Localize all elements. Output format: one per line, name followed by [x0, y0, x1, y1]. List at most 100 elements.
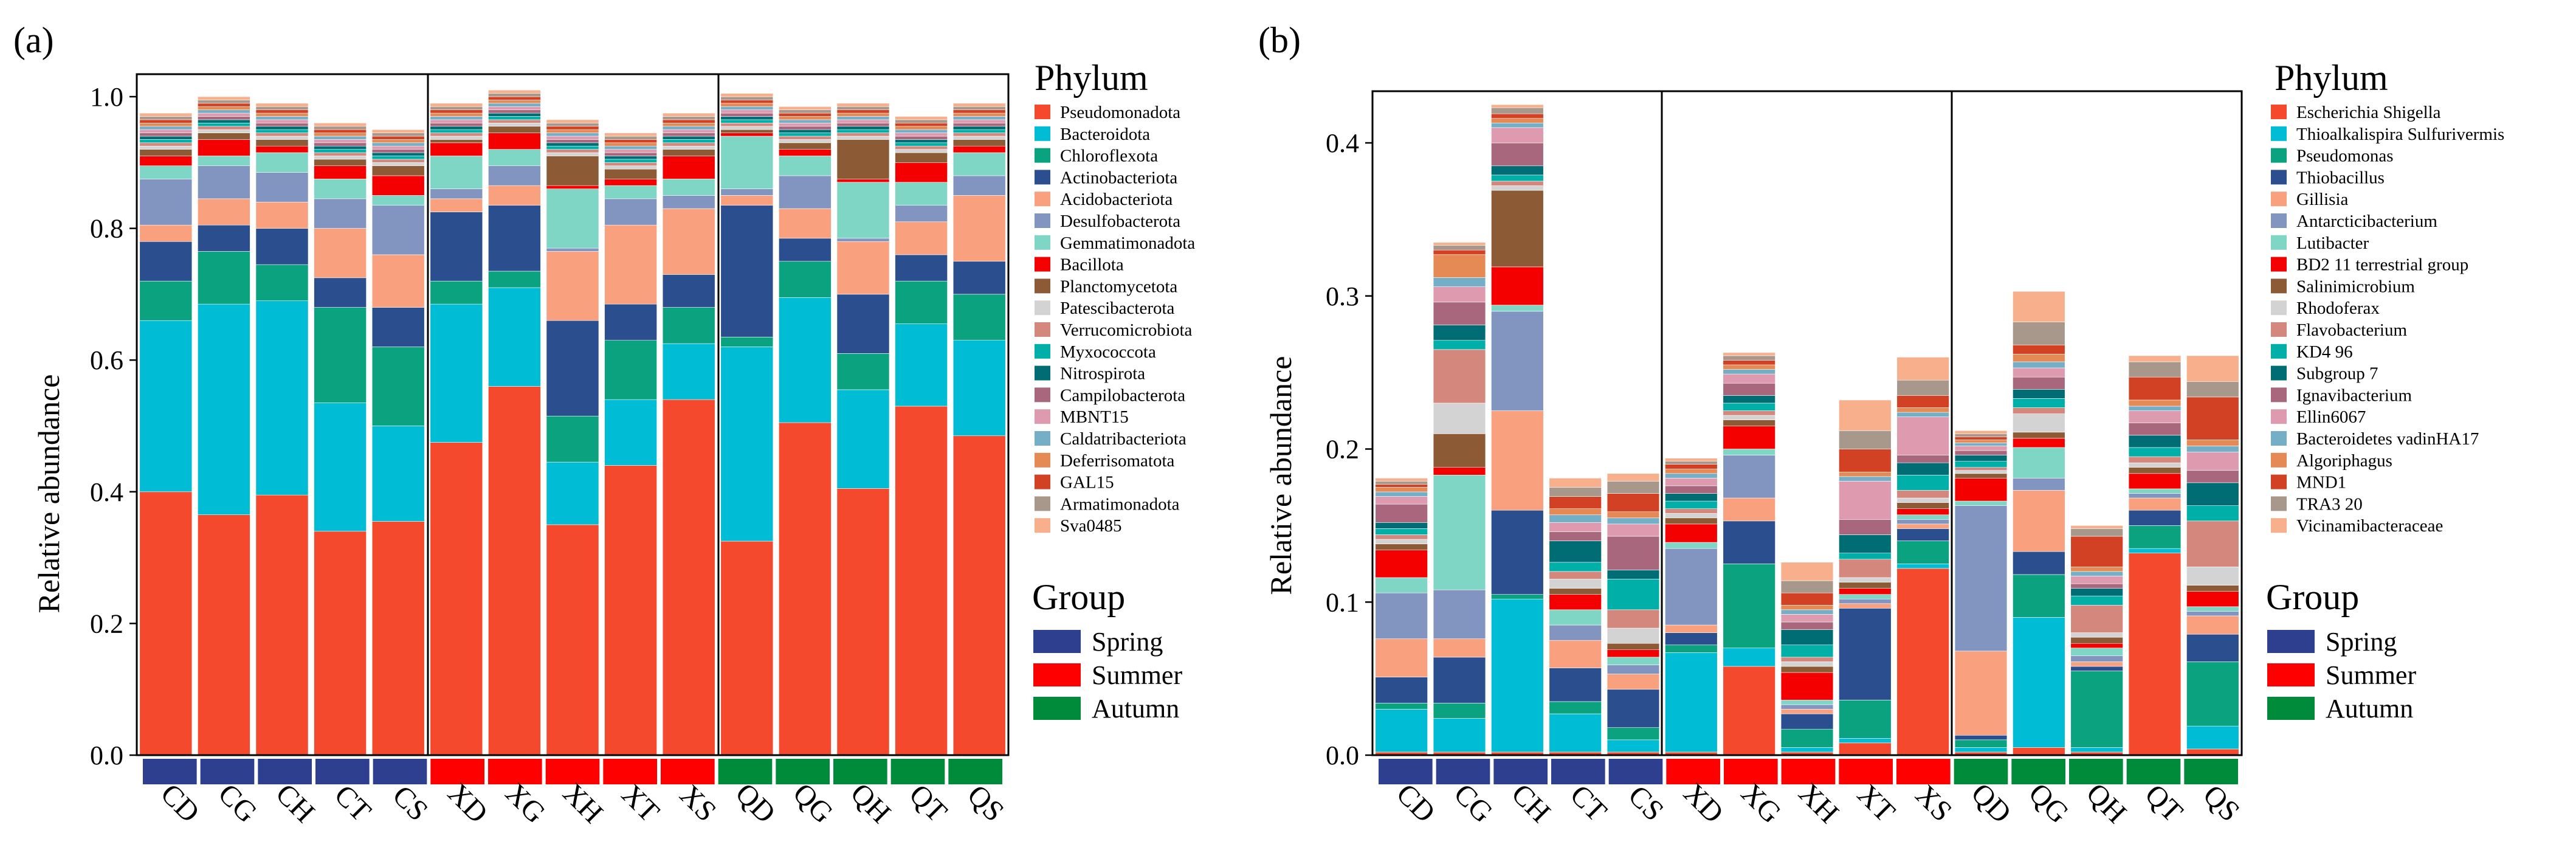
legend-label: Subgroup 7 [2296, 364, 2378, 384]
legend-swatch [2271, 322, 2287, 337]
bar-segment [255, 116, 309, 120]
bar-segment [1954, 434, 2008, 437]
bar-segment [430, 442, 483, 756]
legend-swatch [1035, 387, 1050, 403]
bar-segment [720, 336, 774, 347]
bar-segment [895, 323, 948, 407]
bar-segment [1723, 373, 1775, 384]
bar-segment [1433, 718, 1486, 753]
legend-swatch [2271, 431, 2287, 446]
group-strip-cell [1781, 759, 1836, 784]
bar-segment [2128, 525, 2182, 549]
bar-segment [488, 93, 541, 97]
panel-a-group-label-autumn: Autumn [1092, 694, 1179, 724]
bar-segment [1549, 571, 1602, 579]
bar-segment [546, 123, 599, 127]
bar-segment [314, 133, 367, 137]
bar-segment [1896, 455, 1949, 463]
bar-segment [1780, 592, 1834, 606]
bar-segment [1954, 455, 2008, 461]
bar-segment [1375, 534, 1428, 540]
bar-segment [1954, 500, 2008, 506]
legend-label: Flavobacterium [2296, 320, 2407, 340]
bar-segment [1954, 651, 2008, 736]
bar-segment [2070, 588, 2123, 596]
bar-segment [1723, 360, 1775, 365]
bar-segment [2186, 381, 2239, 398]
bar-segment [1896, 490, 1949, 499]
bar-segment [895, 254, 948, 282]
group-strip-cell [258, 759, 312, 784]
bar-segment [952, 139, 1006, 147]
panel-b-category-labels: CD CG CH CT CS XD XG XH XT XS QD QG QH QT QS [1390, 777, 2246, 829]
panel-a-group-swatch-autumn [1033, 697, 1081, 720]
bar-segment [1433, 277, 1486, 287]
bar-segment [2013, 432, 2065, 439]
bar-segment [430, 280, 483, 305]
bar-segment [720, 103, 774, 107]
panel-b-group-label-spring: Spring [2326, 627, 2397, 657]
bar-segment [1607, 657, 1660, 665]
bar-segment [779, 109, 832, 114]
bar-segment [720, 96, 774, 100]
legend-swatch [1035, 126, 1050, 141]
bar-segment [1375, 592, 1428, 639]
bar-segment [546, 136, 599, 140]
group-strip-cell [948, 759, 1002, 784]
bar-segment [139, 142, 193, 147]
bar-segment [1896, 357, 1949, 381]
bar-segment [255, 139, 309, 147]
bar-segment [604, 465, 657, 756]
bar-segment [720, 119, 774, 123]
bar-segment [1896, 395, 1949, 408]
bar-segment [662, 133, 715, 137]
group-strip-cell [890, 759, 945, 784]
bar-segment [546, 142, 599, 147]
bar-segment [1433, 302, 1486, 325]
bar-segment [779, 208, 832, 239]
bar-segment [2070, 643, 2123, 649]
bar-segment [488, 123, 541, 127]
group-strip-cell [833, 759, 887, 784]
bar-segment [2128, 376, 2182, 401]
bar-segment [139, 139, 193, 143]
bar-segment [1491, 104, 1544, 108]
bar-segment [139, 491, 193, 756]
bar-segment [1780, 580, 1834, 593]
group-strip-cell [315, 759, 370, 784]
bar-segment [371, 139, 425, 143]
y-tick-label: 0.1 [1326, 587, 1359, 617]
bar-segment [720, 116, 774, 120]
legend-label: Verrucomicrobiota [1060, 320, 1193, 340]
group-strip-cell [1551, 759, 1605, 784]
category-label: QS [2197, 779, 2246, 828]
bar-segment [1896, 564, 1949, 569]
bar-segment [1433, 245, 1486, 251]
bar-segment [371, 165, 425, 176]
group-strip-cell [1724, 759, 1778, 784]
bar-segment [371, 136, 425, 140]
legend-swatch [2271, 300, 2287, 316]
bar-segment [488, 133, 541, 150]
bar-segment [662, 116, 715, 120]
bar-segment [1896, 508, 1949, 516]
legend-label: Chloroflexota [1060, 147, 1158, 166]
bar-segment [2070, 662, 2123, 667]
bar-segment [1839, 534, 1892, 553]
bar-segment [139, 149, 193, 156]
bar-segment [1433, 703, 1486, 719]
category-label: CS [1622, 779, 1670, 828]
bar-segment [2013, 490, 2065, 552]
bar-segment [952, 119, 1006, 123]
group-strip-cell [1493, 759, 1548, 784]
bar-segment [720, 205, 774, 337]
bar-segment [371, 156, 425, 160]
bar-segment [1723, 449, 1775, 455]
bar-segment [139, 136, 193, 140]
bar-segment [2186, 440, 2239, 446]
bar-segment [895, 149, 948, 153]
bar-segment [2186, 396, 2239, 440]
bar-segment [604, 179, 657, 186]
bar-segment [1723, 369, 1775, 375]
bar-segment [952, 109, 1006, 114]
